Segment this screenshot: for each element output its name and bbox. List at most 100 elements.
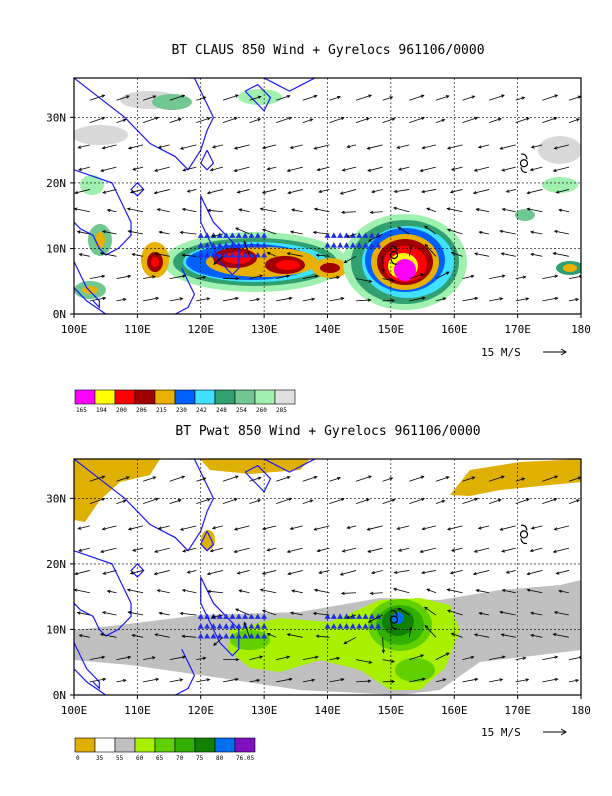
y-tick-label: 30N	[46, 492, 66, 505]
chart2-vector-reference: 15 M/S	[481, 726, 566, 739]
wind-vector	[170, 476, 185, 481]
wind-vector	[90, 74, 101, 78]
wind-vector	[329, 455, 340, 459]
wind-vector	[223, 95, 238, 100]
wind-vector	[303, 476, 317, 481]
wind-vector	[427, 208, 436, 212]
wind-vector	[154, 570, 169, 574]
wind-vector	[129, 526, 143, 530]
wind-vector	[474, 189, 489, 193]
wind-vector	[78, 145, 90, 149]
colorbar-label: 165	[76, 407, 87, 414]
x-tick-label: 100E	[61, 704, 88, 717]
wind-vector	[368, 548, 383, 552]
wind-vector	[502, 548, 516, 552]
wind-vector	[263, 526, 276, 530]
wind-vector	[475, 253, 489, 257]
wind-vector	[290, 526, 302, 530]
x-tick-label: 140E	[314, 323, 341, 336]
wind-vector	[395, 570, 410, 573]
wind-vector	[370, 211, 382, 214]
wind-vector	[90, 678, 106, 682]
wind-vector	[436, 454, 451, 459]
wind-vector	[394, 207, 409, 212]
wind-vector	[116, 119, 125, 122]
wind-vector	[290, 145, 302, 149]
wind-vector	[383, 118, 395, 122]
wind-vector	[569, 119, 579, 123]
wind-vector	[234, 548, 249, 552]
wind-vector	[399, 167, 409, 170]
wind-vector	[314, 231, 330, 234]
wind-vector	[479, 231, 489, 234]
wind-vector	[489, 499, 501, 503]
colorbar-swatch	[215, 390, 235, 404]
colorbar-swatch	[135, 390, 155, 404]
y-tick-label: 20N	[46, 558, 66, 571]
wind-vector	[288, 189, 303, 193]
colorbar-swatch	[135, 738, 155, 752]
wind-vector	[462, 117, 477, 122]
wind-vector	[208, 570, 223, 574]
wind-vector	[489, 679, 502, 682]
wind-vector	[516, 276, 526, 279]
wind-vector	[74, 589, 89, 593]
chart1-vector-reference: 15 M/S	[481, 346, 566, 359]
colorbar-label: 35	[96, 755, 104, 762]
wind-vector	[500, 526, 516, 530]
wind-vector	[276, 117, 291, 122]
wind-vector	[569, 454, 584, 459]
wind-vector	[116, 454, 131, 459]
wind-vector	[250, 500, 261, 504]
wind-vector	[569, 73, 584, 78]
colorbar-label: 254	[236, 407, 247, 414]
wind-vector	[569, 679, 578, 682]
wind-vector	[383, 73, 397, 78]
wind-vector	[170, 679, 183, 682]
wind-vector	[447, 208, 462, 212]
colorbar-swatch	[115, 738, 135, 752]
wind-vector	[474, 570, 489, 574]
colorbar-label: 76.05	[236, 755, 254, 762]
colorbar-label: 55	[116, 755, 124, 762]
wind-vector	[183, 208, 197, 211]
wind-vector	[356, 476, 371, 481]
wind-vector	[116, 275, 130, 278]
colorbar-swatch	[255, 390, 275, 404]
wind-vector	[372, 570, 383, 573]
wind-vector	[542, 117, 556, 122]
wind-vector	[347, 145, 356, 148]
wind-vector	[223, 297, 238, 301]
wind-vector	[239, 209, 249, 212]
colorbar-swatch	[75, 738, 95, 752]
colorbar-swatch	[95, 738, 115, 752]
colorbar-label: 80	[216, 755, 224, 762]
wind-vector	[211, 548, 223, 552]
wind-vector	[516, 454, 529, 459]
wind-vector	[90, 455, 101, 459]
chart1-cloud-field	[72, 89, 584, 310]
wind-vector	[170, 499, 181, 503]
wind-vector	[75, 570, 90, 574]
wind-vector	[101, 167, 117, 171]
triangle-marker	[331, 242, 337, 248]
wind-vector	[143, 477, 156, 482]
wind-vector	[250, 298, 260, 301]
wind-vector	[315, 208, 330, 212]
wind-vector	[329, 96, 340, 100]
wind-vector	[502, 167, 516, 171]
wind-vector	[129, 145, 143, 149]
colorbar-swatch	[195, 390, 215, 404]
wind-vector	[170, 118, 181, 122]
y-tick-label: 20N	[46, 177, 66, 190]
colorbar-swatch	[155, 738, 175, 752]
wind-vector	[409, 117, 424, 122]
wind-vector	[303, 454, 318, 459]
wind-vector	[367, 145, 382, 149]
wind-vector	[314, 145, 329, 149]
colorbar-label: 248	[216, 407, 227, 414]
wind-vector	[489, 454, 503, 459]
wind-vector	[276, 297, 292, 301]
